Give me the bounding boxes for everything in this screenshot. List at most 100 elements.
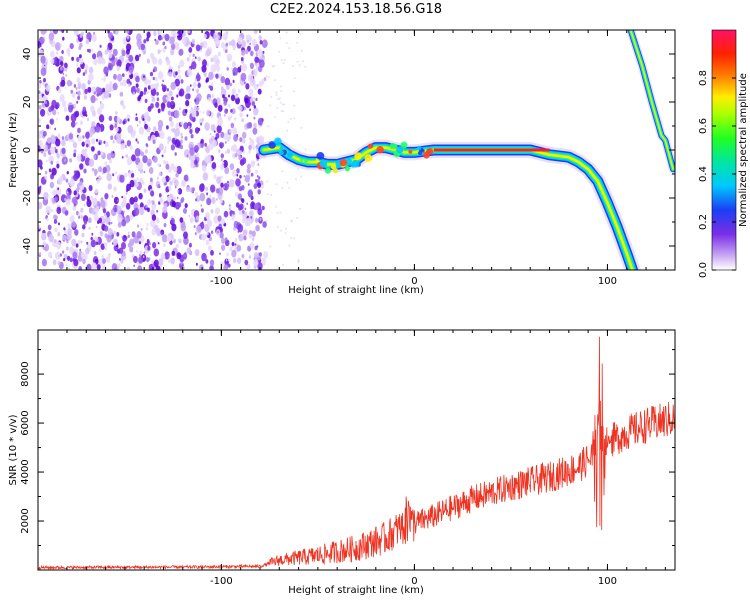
noise-blob	[138, 53, 141, 58]
noise-blob	[113, 30, 116, 34]
noise-blob	[66, 246, 69, 251]
ridge-blob	[279, 146, 284, 151]
noise-blob	[177, 202, 182, 208]
noise-blob	[223, 210, 229, 218]
noise-blob	[237, 89, 241, 93]
noise-blob	[157, 71, 164, 80]
noise-blob	[66, 191, 69, 194]
noise-blob	[183, 236, 189, 245]
noise-blob	[236, 257, 242, 265]
noise-blob	[114, 171, 117, 175]
noise-blob	[138, 206, 145, 216]
noise-blob	[80, 193, 86, 202]
noise-blob	[226, 31, 229, 35]
noise-blob	[253, 258, 259, 267]
noise-blob	[121, 49, 126, 57]
noise-blob	[253, 105, 256, 109]
spectrogram-panel: -100 0 100 -40 -20 0 20 40 Height of straight l…	[8, 29, 676, 296]
noise-blob	[186, 85, 191, 93]
noise-blob	[88, 146, 91, 149]
noise-blob	[61, 100, 67, 108]
noise-blob	[62, 72, 65, 76]
noise-blob	[71, 221, 77, 228]
noise-blob	[168, 90, 173, 97]
noise-blob	[279, 37, 282, 40]
noise-blob	[66, 171, 69, 175]
noise-blob	[224, 151, 227, 154]
noise-blob	[256, 226, 260, 232]
noise-blob	[60, 79, 66, 87]
noise-blob	[121, 195, 124, 199]
noise-blob	[139, 250, 143, 255]
noise-blob	[145, 227, 149, 231]
noise-blob	[105, 256, 111, 263]
noise-blob	[103, 140, 106, 144]
colorbar-tick-label: 0.0	[698, 262, 709, 278]
noise-blob	[197, 83, 201, 89]
noise-blob	[232, 127, 238, 135]
noise-blob	[124, 172, 128, 178]
noise-blob	[52, 189, 57, 196]
noise-blob	[125, 217, 129, 224]
noise-blob	[257, 182, 261, 188]
noise-blob	[91, 33, 97, 42]
noise-blob	[103, 77, 106, 82]
noise-blob	[63, 227, 66, 231]
noise-blob	[180, 144, 183, 150]
noise-blob	[255, 169, 258, 174]
noise-blob	[56, 241, 62, 250]
noise-blob	[236, 173, 239, 177]
noise-blob	[49, 118, 55, 125]
noise-blob	[154, 137, 157, 141]
noise-blob	[70, 105, 74, 110]
noise-blob	[73, 103, 77, 108]
ridge-blob	[319, 159, 328, 168]
noise-blob	[201, 64, 207, 73]
noise-blob	[157, 108, 161, 114]
noise-blob	[206, 197, 212, 206]
noise-blob	[273, 64, 275, 67]
noise-blob	[232, 67, 238, 76]
noise-blob	[239, 65, 242, 68]
noise-blob	[63, 253, 68, 260]
noise-blob	[163, 223, 167, 228]
noise-blob	[57, 111, 60, 115]
noise-blob	[239, 203, 244, 210]
noise-blob	[161, 231, 164, 236]
noise-blob	[166, 59, 171, 66]
noise-blob	[238, 233, 244, 242]
noise-blob	[253, 122, 257, 129]
noise-blob	[120, 143, 125, 150]
noise-blob	[57, 187, 59, 191]
noise-blob	[220, 153, 224, 159]
noise-blob	[52, 109, 57, 116]
noise-blob	[135, 116, 139, 122]
ridge-blob	[400, 141, 408, 149]
noise-blob	[248, 88, 254, 97]
noise-blob	[127, 231, 130, 235]
noise-blob	[249, 138, 255, 146]
noise-blob	[290, 236, 293, 239]
noise-blob	[94, 188, 99, 194]
noise-blob	[181, 135, 184, 139]
noise-blob	[300, 49, 303, 52]
noise-blob	[91, 121, 96, 128]
noise-blob	[304, 148, 307, 151]
ridge-blob	[417, 150, 423, 156]
noise-blob	[234, 237, 238, 243]
noise-blob	[87, 242, 90, 245]
y-tick-label: 6000	[20, 410, 31, 435]
noise-blob	[249, 62, 254, 69]
noise-blob	[156, 91, 159, 96]
noise-blob	[106, 84, 108, 87]
noise-blob	[297, 261, 300, 264]
noise-blob	[206, 155, 212, 164]
noise-blob	[304, 65, 307, 68]
noise-blob	[147, 245, 151, 251]
noise-blob	[102, 87, 106, 93]
noise-blob	[232, 210, 235, 215]
noise-blob	[106, 234, 112, 243]
noise-blob	[208, 142, 214, 151]
noise-blob	[87, 48, 90, 53]
noise-blob	[189, 84, 192, 87]
